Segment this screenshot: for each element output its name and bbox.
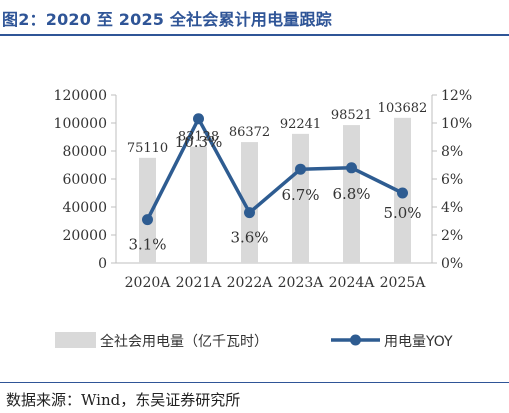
yoy-value-label: 3.1% xyxy=(128,236,166,254)
yoy-point xyxy=(193,113,204,125)
bar-value-label: 75110 xyxy=(127,141,168,156)
legend-bar-swatch xyxy=(55,332,96,348)
left-tick-label: 40000 xyxy=(62,200,107,216)
right-tick-label: 6% xyxy=(441,172,463,188)
yoy-point xyxy=(397,187,408,199)
x-tick-label: 2020A xyxy=(125,275,172,291)
right-tick-label: 12% xyxy=(441,88,472,104)
legend-line-marker xyxy=(350,334,361,346)
bar xyxy=(241,142,258,263)
left-tick-label: 100000 xyxy=(54,116,107,132)
yoy-value-label: 6.8% xyxy=(332,185,370,203)
left-tick-label: 60000 xyxy=(62,172,107,188)
x-tick-label: 2024A xyxy=(329,275,376,291)
yoy-point xyxy=(244,207,255,219)
right-tick-label: 8% xyxy=(441,144,463,160)
x-tick-label: 2025A xyxy=(380,275,427,291)
axes-layer: 0 20000 40000 60000 80000 100000 120000 0% 2% 4% 6… xyxy=(54,88,473,291)
bar xyxy=(190,146,207,263)
right-tick-label: 0% xyxy=(441,256,463,272)
line-layer xyxy=(142,113,408,226)
legend-line-label: 用电量YOY xyxy=(384,334,453,350)
bar-value-label: 98521 xyxy=(331,108,372,123)
yoy-point xyxy=(295,163,306,175)
right-tick-label: 4% xyxy=(441,200,463,216)
bar xyxy=(139,157,156,263)
left-tick-label: 80000 xyxy=(62,144,107,160)
bar xyxy=(343,125,360,263)
yoy-point xyxy=(346,162,357,174)
right-tick-label: 10% xyxy=(441,116,472,132)
left-tick-label: 120000 xyxy=(54,88,107,104)
x-tick-label: 2021A xyxy=(176,275,223,291)
figure-title: 图2：2020 至 2025 全社会累计用电量跟踪 xyxy=(2,10,332,29)
yoy-line xyxy=(145,117,404,221)
source-note: 数据来源：Wind，东吴证券研究所 xyxy=(6,391,241,409)
left-tick-label: 0 xyxy=(98,256,107,272)
bar-value-label: 83128 xyxy=(178,130,219,145)
bar-value-label: 86372 xyxy=(229,125,270,140)
yoy-value-label: 6.7% xyxy=(281,186,319,204)
legend: 全社会用电量（亿千瓦时） 用电量YOY xyxy=(55,332,453,350)
x-tick-label: 2022A xyxy=(227,275,274,291)
x-tick-label: 2023A xyxy=(278,275,325,291)
left-tick-label: 20000 xyxy=(62,228,107,244)
labels-layer: 75110 83128 86372 92241 98521 103682 3.1% 10.3%… xyxy=(127,101,428,254)
yoy-value-label: 10.3% xyxy=(175,133,223,151)
yoy-value-label: 5.0% xyxy=(383,204,421,222)
bar-value-label: 103682 xyxy=(378,101,428,116)
bar-value-label: 92241 xyxy=(280,117,321,132)
title-bar: 图2：2020 至 2025 全社会累计用电量跟踪 xyxy=(0,0,509,36)
legend-bar-label: 全社会用电量（亿千瓦时） xyxy=(100,333,268,350)
source-bar: 数据来源：Wind，东吴证券研究所 xyxy=(0,382,509,413)
yoy-value-label: 3.6% xyxy=(230,229,268,247)
right-tick-label: 2% xyxy=(441,228,463,244)
yoy-point xyxy=(142,214,153,226)
